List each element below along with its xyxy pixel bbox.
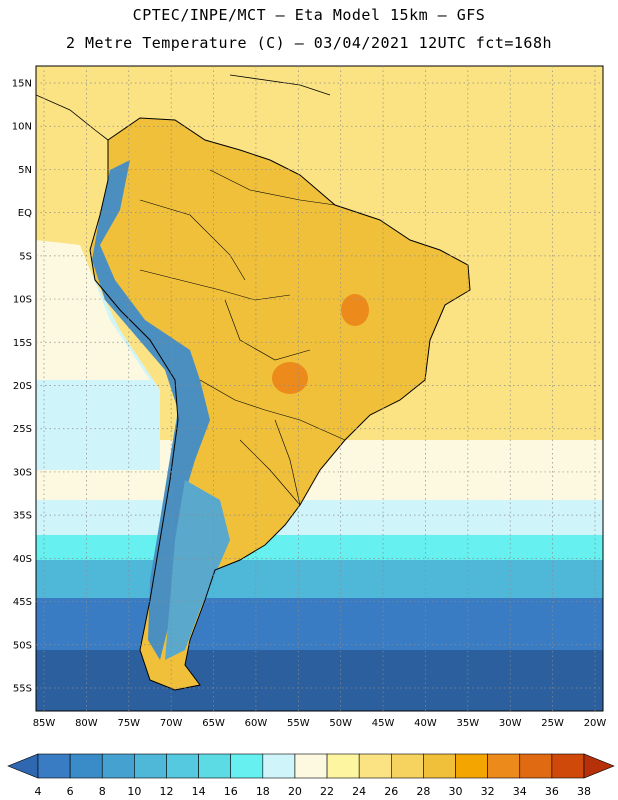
colorbar-under-arrow xyxy=(7,753,39,779)
colorbar-label: 32 xyxy=(481,785,495,798)
lat-label: 5S xyxy=(19,251,32,262)
lon-label: 60W xyxy=(245,718,268,729)
lat-label: 25S xyxy=(13,424,32,435)
lat-label: 20S xyxy=(13,381,32,392)
lat-label: 10N xyxy=(12,122,32,133)
colorbar-label: 22 xyxy=(320,785,334,798)
colorbar-label: 4 xyxy=(35,785,42,798)
colorbar-label: 12 xyxy=(159,785,173,798)
lat-label: EQ xyxy=(18,208,32,219)
lat-label: 50S xyxy=(13,640,32,651)
lat-label: 35S xyxy=(13,511,32,522)
latitude-labels: 15N 10N 5N EQ 5S 10S 15S 20S 25S 30S 35S 40S 45S 50S 5… xyxy=(12,79,32,695)
colorbar-label: 16 xyxy=(224,785,238,798)
colorbar-swatch xyxy=(519,753,553,779)
lon-label: 50W xyxy=(329,718,352,729)
colorbar-swatch xyxy=(37,753,71,779)
graticule xyxy=(36,66,603,711)
lon-label: 65W xyxy=(202,718,225,729)
colorbar-swatch xyxy=(455,753,488,779)
colorbar-swatch xyxy=(230,753,264,779)
colorbar-label: 10 xyxy=(127,785,141,798)
colorbar-swatch xyxy=(487,753,521,779)
colorbar-label: 36 xyxy=(545,785,559,798)
colorbar-swatch xyxy=(134,753,167,779)
colorbar-swatch xyxy=(294,753,328,779)
temperature-field xyxy=(36,66,603,711)
longitude-labels: 85W 80W 75W 70W 65W 60W 55W 50W 45W 40W 35W 30W 25W 2… xyxy=(33,718,607,729)
lon-label: 55W xyxy=(287,718,310,729)
lon-label: 25W xyxy=(541,718,564,729)
colorbar-label: 18 xyxy=(256,785,270,798)
colorbar-swatch xyxy=(390,753,424,779)
colorbar-swatch xyxy=(198,753,232,779)
colorbar-label: 38 xyxy=(577,785,591,798)
colorbar: 4 6 8 10 12 14 16 18 20 22 24 26 28 30 32 34 36 38 xyxy=(7,753,615,798)
colorbar-swatch xyxy=(358,753,392,779)
lat-label: 40S xyxy=(13,554,32,565)
lon-label: 20W xyxy=(584,718,607,729)
lat-label: 45S xyxy=(13,597,32,608)
lon-label: 75W xyxy=(117,718,140,729)
colorbar-swatch xyxy=(69,753,103,779)
colorbar-label: 14 xyxy=(192,785,206,798)
colorbar-swatch xyxy=(551,753,585,779)
colorbar-label: 20 xyxy=(288,785,302,798)
title-line-2: 2 Metre Temperature (C) – 03/04/2021 12U… xyxy=(65,34,553,52)
colorbar-swatch xyxy=(423,753,456,779)
lat-label: 10S xyxy=(13,295,32,306)
lat-label: 15N xyxy=(12,79,32,90)
lat-label: 30S xyxy=(13,467,32,478)
lon-label: 35W xyxy=(457,718,480,729)
colorbar-label: 6 xyxy=(67,785,74,798)
colorbar-swatch xyxy=(101,753,135,779)
colorbar-over-arrow xyxy=(583,753,615,779)
lat-label: 5N xyxy=(18,165,32,176)
colorbar-label: 30 xyxy=(449,785,463,798)
colorbar-label: 8 xyxy=(99,785,106,798)
lon-label: 45W xyxy=(372,718,395,729)
map-frame xyxy=(35,65,604,712)
colorbar-swatch xyxy=(262,753,296,779)
lon-label: 40W xyxy=(414,718,437,729)
title-line-1: CPTEC/INPE/MCT – Eta Model 15km – GFS xyxy=(132,6,486,24)
colorbar-label: 28 xyxy=(416,785,430,798)
lon-label: 30W xyxy=(499,718,522,729)
colorbar-label: 24 xyxy=(352,785,366,798)
colorbar-swatch xyxy=(166,753,199,779)
lat-label: 15S xyxy=(13,338,32,349)
lon-label: 70W xyxy=(160,718,183,729)
colorbar-label: 26 xyxy=(384,785,398,798)
lon-label: 85W xyxy=(33,718,56,729)
lat-label: 55S xyxy=(13,684,32,695)
colorbar-label: 34 xyxy=(513,785,527,798)
colorbar-swatch xyxy=(326,753,360,779)
lon-label: 80W xyxy=(75,718,98,729)
